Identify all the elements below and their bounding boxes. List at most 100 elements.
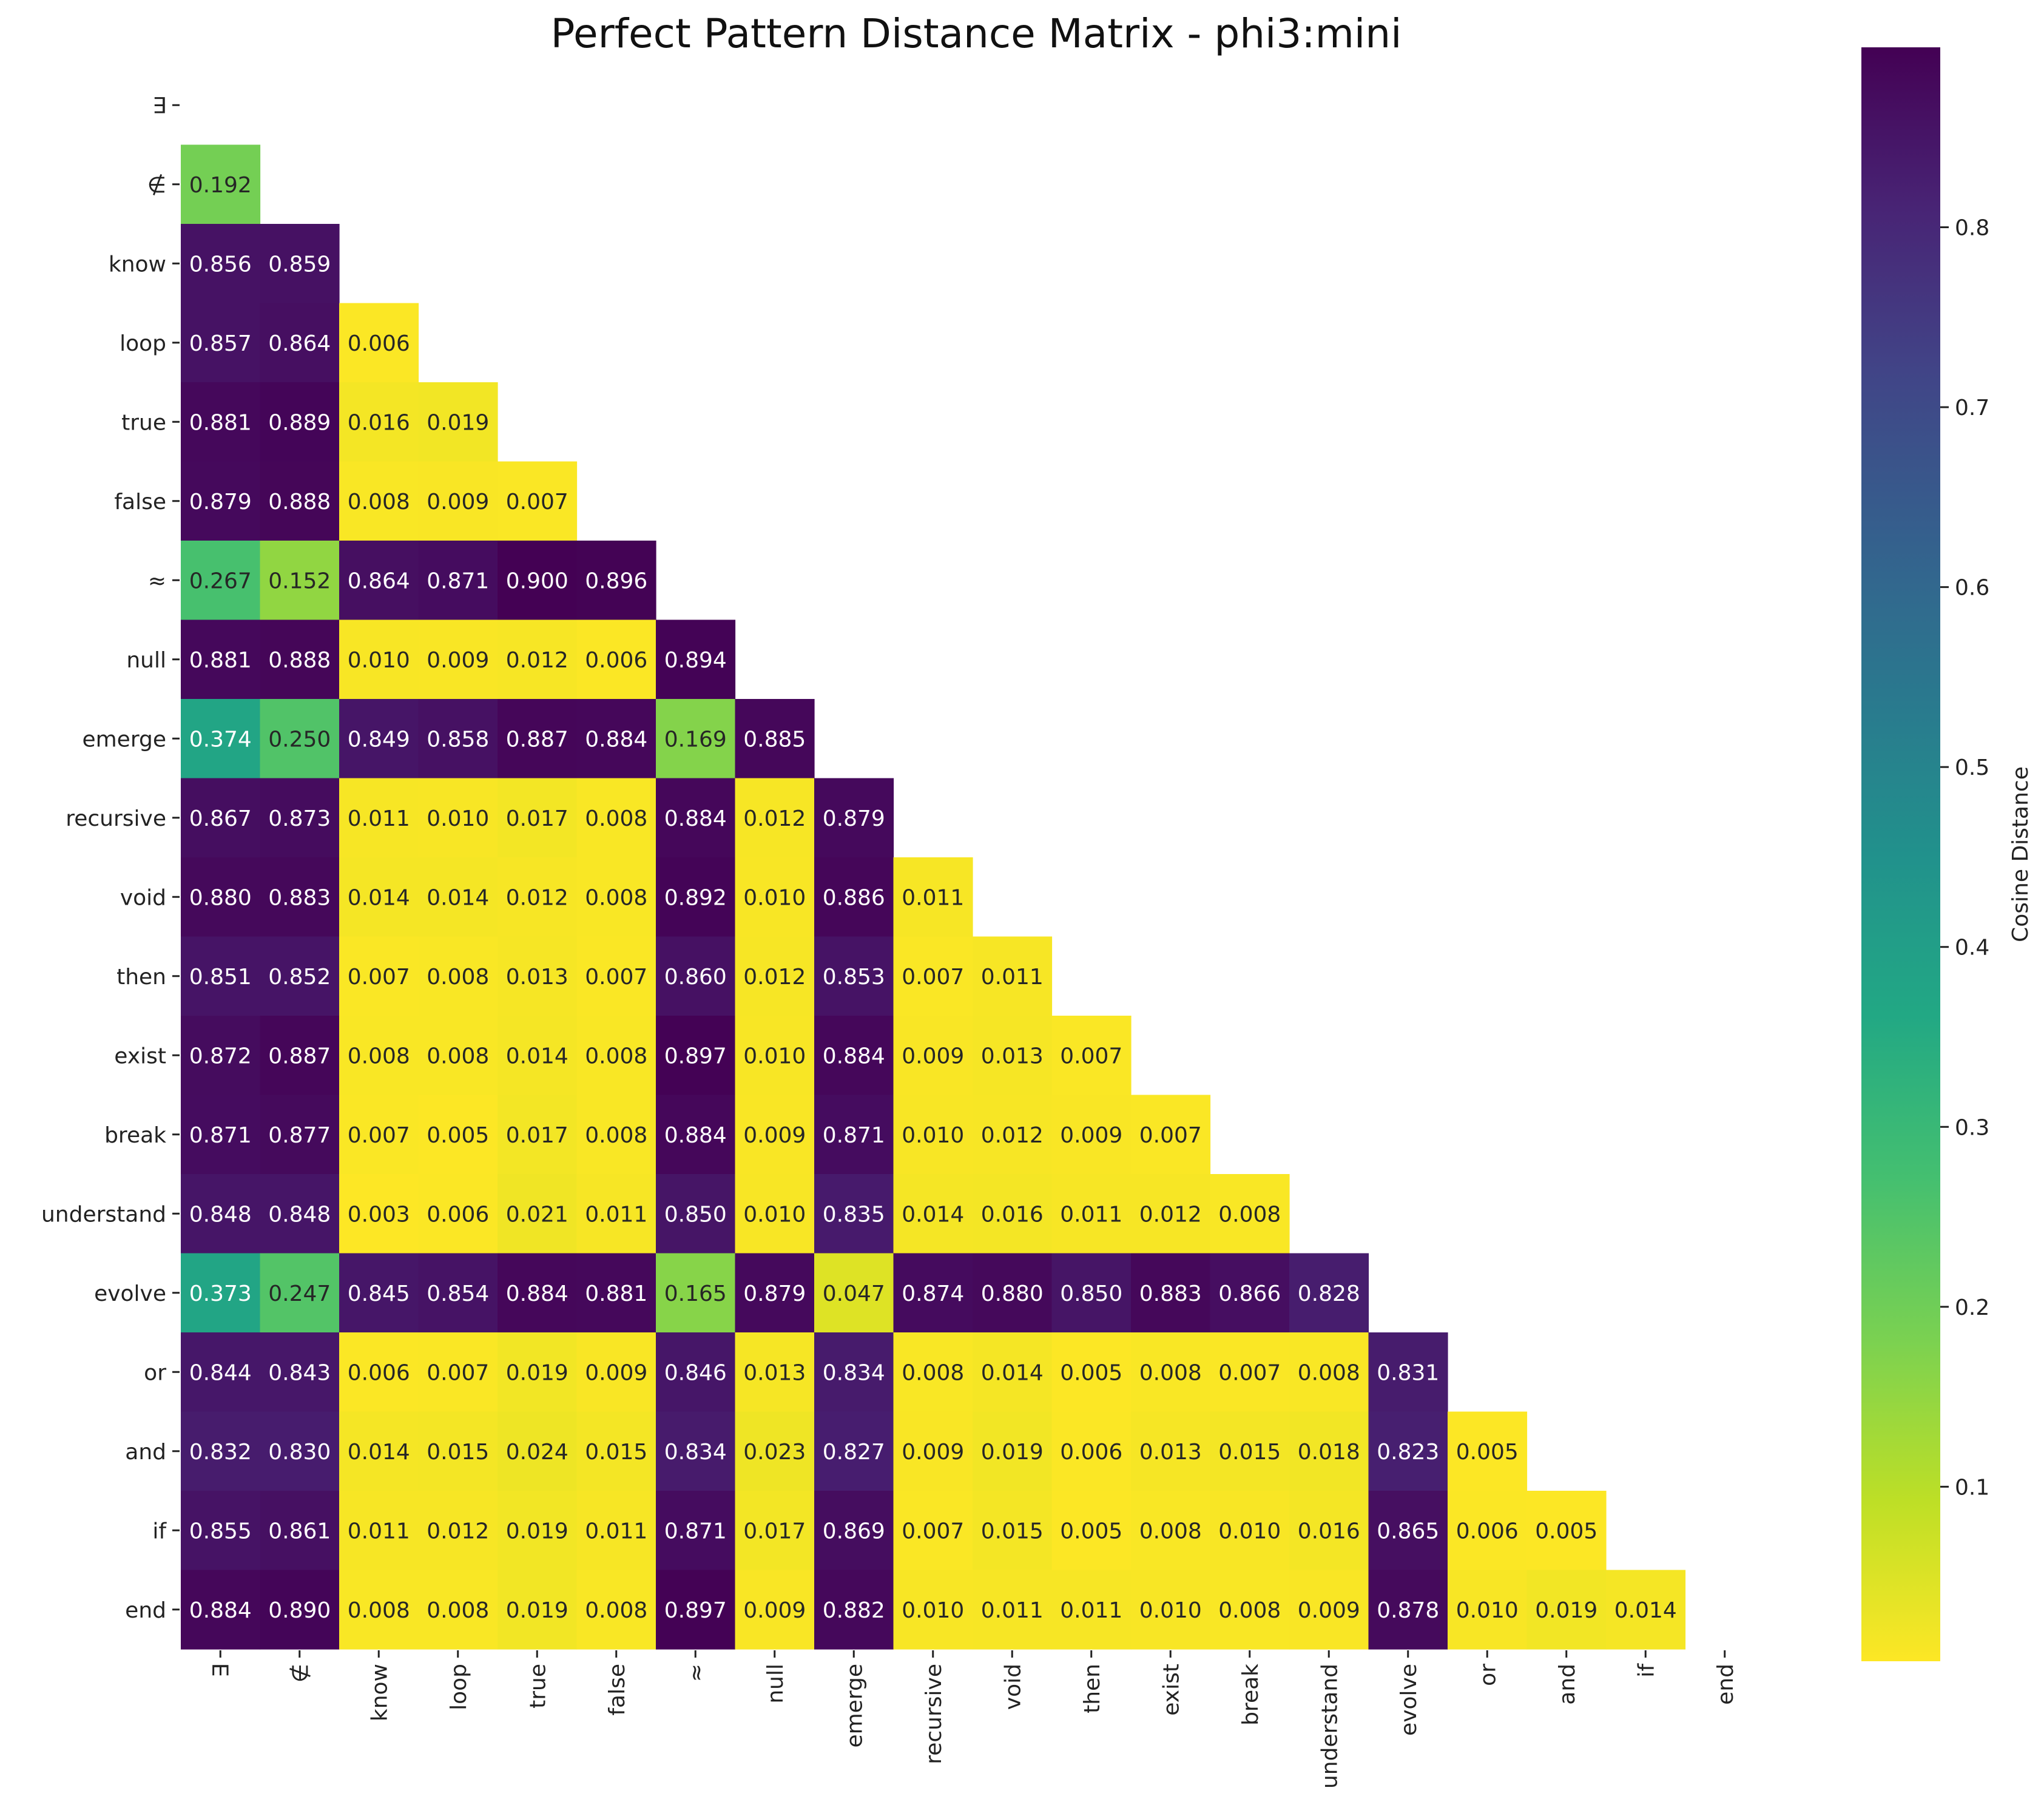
cell-value-label: 0.015 [585,1440,647,1465]
cell-value-label: 0.834 [823,1360,885,1385]
cell-value-label: 0.006 [1060,1440,1122,1465]
cell-value-label: 0.016 [981,1202,1044,1227]
cell-value-label: 0.009 [585,1360,647,1385]
heatmap-cell [498,1095,578,1175]
heatmap-cell [181,541,261,621]
heatmap-cell [973,1411,1053,1491]
cell-value-label: 0.853 [823,965,885,990]
heatmap-cell [418,1095,498,1175]
heatmap-cell [1368,1411,1448,1491]
heatmap-cell [339,699,419,779]
heatmap-cell [576,1411,656,1491]
cell-value-label: 0.851 [189,965,252,990]
heatmap-cell [498,1491,578,1571]
heatmap-cell [260,1332,340,1412]
heatmap-cell [1051,1174,1132,1254]
cell-value-label: 0.008 [427,1598,489,1623]
cell-value-label: 0.010 [743,1202,806,1227]
heatmap-cell [1131,1411,1211,1491]
heatmap-cell [1051,1491,1132,1571]
cell-value-label: 0.010 [1456,1598,1519,1623]
cell-value-label: 0.845 [348,1281,410,1306]
cell-value-label: 0.019 [506,1360,568,1385]
cell-value-label: 0.023 [743,1440,806,1465]
cell-value-label: 0.006 [427,1202,489,1227]
heatmap-cell [418,1016,498,1096]
heatmap-cell [735,1411,815,1491]
heatmap-cell [260,778,340,858]
cell-value-label: 0.047 [823,1281,885,1306]
heatmap-cell [418,699,498,779]
heatmap-cell [973,1491,1053,1571]
cell-value-label: 0.021 [506,1202,568,1227]
cell-value-label: 0.010 [902,1598,964,1623]
heatmap-cell [1131,1491,1211,1571]
heatmap-cell [735,1016,815,1096]
x-tick-label: end [1713,1664,1738,1705]
heatmap-cell [498,619,578,700]
cell-value-label: 0.018 [1298,1440,1360,1465]
cell-value-label: 0.014 [981,1360,1044,1385]
cell-value-label: 0.892 [664,885,727,910]
cell-value-label: 0.267 [189,569,252,593]
cell-value-label: 0.374 [189,727,252,752]
heatmap-cell [339,1570,419,1650]
cell-value-label: 0.881 [189,648,252,673]
cell-value-label: 0.024 [506,1440,568,1465]
colorbar-tick-label: 0.7 [1955,396,1989,420]
heatmap-cell [181,936,261,1016]
heatmap-cell [418,1174,498,1254]
colorbar-tick-label: 0.3 [1955,1115,1989,1140]
cell-value-label: 0.007 [1218,1360,1281,1385]
heatmap-cell [576,778,656,858]
cell-value-label: 0.005 [1535,1519,1597,1544]
cell-value-label: 0.009 [1298,1598,1360,1623]
cell-value-label: 0.881 [189,410,252,435]
cell-value-label: 0.827 [823,1440,885,1465]
heatmap-cell [735,1174,815,1254]
cell-value-label: 0.883 [268,885,331,910]
cell-value-label: 0.857 [189,331,252,356]
heatmap-cell [814,1253,894,1333]
cell-value-label: 0.008 [585,1044,647,1068]
x-tick-label: evolve [1397,1664,1422,1736]
heatmap-cell [735,936,815,1016]
cell-value-label: 0.007 [427,1360,489,1385]
heatmap-cell [418,541,498,621]
heatmap-cell [735,857,815,937]
cell-value-label: 0.855 [189,1519,252,1544]
cell-value-label: 0.854 [427,1281,489,1306]
cell-value-label: 0.005 [427,1123,489,1148]
cell-value-label: 0.008 [1298,1360,1360,1385]
cell-value-label: 0.881 [585,1281,647,1306]
heatmap-cell [656,619,736,700]
cell-value-label: 0.009 [1060,1123,1122,1148]
cell-value-label: 0.007 [348,1123,410,1148]
colorbar-tick-label: 0.1 [1955,1475,1989,1500]
cell-value-label: 0.008 [585,885,647,910]
heatmap-cell [339,1491,419,1571]
cell-value-label: 0.014 [427,885,489,910]
cell-value-label: 0.009 [902,1044,964,1068]
cell-value-label: 0.007 [902,965,964,990]
heatmap-cell [498,1332,578,1412]
cell-value-label: 0.871 [664,1519,727,1544]
heatmap-cell [181,382,261,462]
heatmap-cell [498,699,578,779]
cell-value-label: 0.019 [506,1519,568,1544]
heatmap-cell [576,1332,656,1412]
heatmap-cell [1131,1174,1211,1254]
cell-value-label: 0.835 [823,1202,885,1227]
x-tick-label: ≈ [684,1664,709,1682]
cell-value-label: 0.009 [427,490,489,515]
heatmap-cell [814,1174,894,1254]
y-tick-label: exist [114,1044,166,1068]
heatmap-cell [735,1253,815,1333]
heatmap-cell [339,1174,419,1254]
colorbar-tick-label: 0.6 [1955,576,1989,601]
cell-value-label: 0.010 [743,885,806,910]
cell-value-label: 0.869 [823,1519,885,1544]
cell-value-label: 0.846 [664,1360,727,1385]
heatmap-cell [893,1491,973,1571]
heatmap-cell [498,461,578,541]
